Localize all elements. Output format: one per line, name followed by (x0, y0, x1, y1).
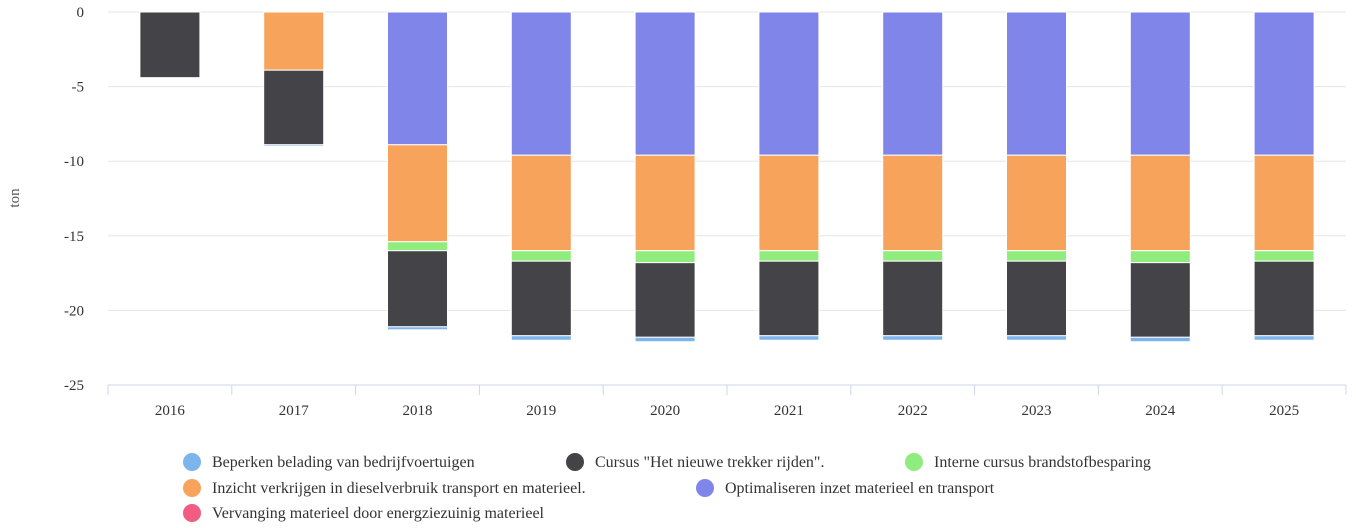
bar-segment[interactable] (1006, 11, 1067, 156)
legend[interactable]: Beperken belading van bedrijfvoertuigen C… (183, 453, 1151, 522)
bar-segment[interactable] (634, 262, 696, 338)
x-tick-label: 2017 (279, 403, 310, 419)
bars (139, 11, 1315, 343)
x-tick-label: 2024 (1145, 403, 1176, 419)
bar-segment[interactable] (882, 260, 944, 337)
bar-segment[interactable] (1006, 154, 1067, 252)
x-tick-label: 2019 (526, 403, 556, 419)
bar-segment[interactable] (1129, 336, 1191, 343)
x-tick-label: 2016 (155, 403, 186, 419)
x-tick-label: 2020 (650, 403, 680, 419)
legend-marker (566, 453, 584, 471)
y-tick-label: -20 (64, 303, 84, 319)
y-tick-label: -10 (64, 154, 84, 170)
bar-segment[interactable] (387, 241, 448, 252)
bar-segment[interactable] (1129, 11, 1191, 156)
y-axis-title: ton (7, 188, 23, 208)
bar-segment[interactable] (510, 154, 572, 252)
bar-segment[interactable] (263, 69, 325, 146)
bar-segment[interactable] (634, 11, 696, 156)
legend-label: Interne cursus brandstofbesparing (934, 454, 1151, 471)
legend-label: Beperken belading van bedrijfvoertuigen (212, 454, 475, 471)
legend-item[interactable]: Cursus "Het nieuwe trekker rijden". (566, 453, 824, 471)
legend-label: Cursus "Het nieuwe trekker rijden". (595, 454, 824, 471)
bar-segment[interactable] (510, 260, 572, 337)
legend-marker (183, 479, 201, 497)
legend-item[interactable]: Vervanging materieel door energziezuinig… (183, 504, 545, 522)
bar-segment[interactable] (634, 336, 696, 343)
y-axis-ticks: 0 -5 -10 -15 -20 -25 (64, 5, 84, 394)
legend-marker (183, 453, 201, 471)
bar-segment[interactable] (1253, 154, 1315, 252)
legend-marker (696, 479, 714, 497)
bar-segment[interactable] (1129, 154, 1191, 252)
bar-segment[interactable] (510, 335, 572, 341)
legend-item[interactable]: Inzicht verkrijgen in dieselverbruik tra… (183, 479, 586, 497)
bar-segment[interactable] (387, 250, 448, 328)
bar-segment[interactable] (263, 144, 325, 147)
legend-item[interactable]: Optimaliseren inzet materieel en transpo… (696, 479, 995, 497)
legend-label: Optimaliseren inzet materieel en transpo… (725, 480, 995, 497)
bar-segment[interactable] (387, 326, 448, 331)
bar-segment[interactable] (758, 11, 820, 156)
bar-segment[interactable] (387, 144, 448, 243)
bar-segment[interactable] (758, 154, 820, 252)
bar-segment[interactable] (882, 11, 944, 156)
y-tick-label: 0 (77, 5, 85, 21)
legend-item[interactable]: Beperken belading van bedrijfvoertuigen (183, 453, 475, 471)
bar-segment[interactable] (510, 250, 572, 262)
bar-segment[interactable] (634, 154, 696, 252)
bar-segment[interactable] (1253, 11, 1315, 156)
bar-segment[interactable] (1129, 250, 1191, 264)
bar-segment[interactable] (758, 260, 820, 337)
bar-segment[interactable] (634, 250, 696, 264)
bar-segment[interactable] (758, 250, 820, 262)
legend-item[interactable]: Interne cursus brandstofbesparing (905, 453, 1151, 471)
bar-segment[interactable] (882, 250, 944, 262)
x-tick-label: 2023 (1022, 403, 1052, 419)
bar-segment[interactable] (1253, 335, 1315, 341)
legend-marker (905, 453, 923, 471)
x-axis: 2016 2017 2018 2019 2020 2021 2022 2023 2024 2025 (107, 384, 1347, 419)
x-tick-label: 2022 (898, 403, 928, 419)
bar-segment[interactable] (1253, 250, 1315, 262)
bar-segment[interactable] (387, 11, 448, 146)
bar-segment[interactable] (1253, 260, 1315, 337)
legend-label: Vervanging materieel door energziezuinig… (212, 505, 545, 522)
legend-label: Inzicht verkrijgen in dieselverbruik tra… (212, 480, 586, 497)
bar-segment[interactable] (758, 335, 820, 341)
y-tick-label: -25 (64, 378, 84, 394)
x-tick-label: 2025 (1269, 403, 1299, 419)
bar-segment[interactable] (263, 11, 325, 71)
bar-segment[interactable] (1006, 250, 1067, 262)
bar-segment[interactable] (139, 11, 201, 79)
bar-segment[interactable] (1006, 335, 1067, 341)
y-tick-label: -5 (72, 80, 85, 96)
bar-segment[interactable] (1006, 260, 1067, 337)
x-tick-label: 2021 (774, 403, 804, 419)
bar-segment[interactable] (1129, 262, 1191, 338)
x-tick-label: 2018 (403, 403, 433, 419)
y-tick-label: -15 (64, 229, 84, 245)
legend-marker (183, 504, 201, 522)
bar-segment[interactable] (882, 335, 944, 341)
bar-segment[interactable] (882, 154, 944, 252)
bar-segment[interactable] (510, 11, 572, 156)
